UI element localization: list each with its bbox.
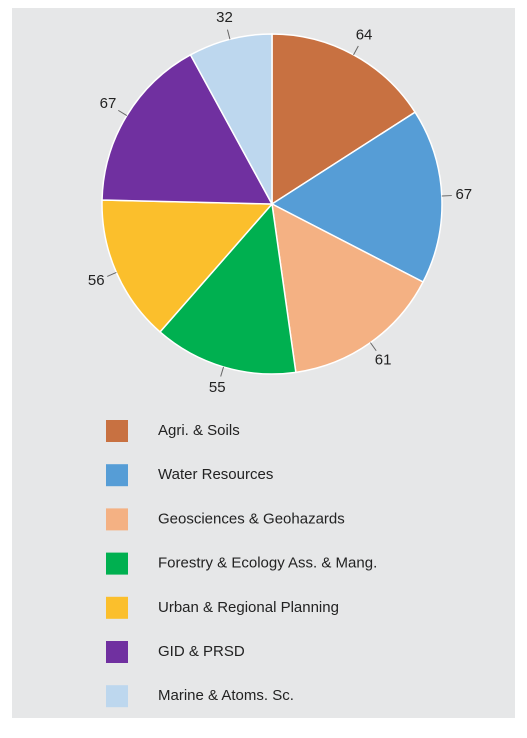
legend-label: GID & PRSD bbox=[158, 643, 245, 660]
data-label: 32 bbox=[216, 9, 233, 26]
legend-label: Agri. & Soils bbox=[158, 422, 240, 439]
legend-label: Water Resources bbox=[158, 466, 273, 483]
data-label: 55 bbox=[209, 379, 226, 396]
data-label: 67 bbox=[100, 95, 117, 112]
legend-swatch bbox=[106, 508, 128, 530]
legend-swatch bbox=[106, 420, 128, 442]
legend-label: Urban & Regional Planning bbox=[158, 599, 339, 616]
data-label: 67 bbox=[455, 186, 472, 203]
legend-label: Forestry & Ecology Ass. & Mang. bbox=[158, 555, 377, 572]
legend-swatch bbox=[106, 553, 128, 575]
legend-label: Geosciences & Geohazards bbox=[158, 510, 345, 527]
data-label: 64 bbox=[356, 26, 373, 43]
legend-swatch bbox=[106, 641, 128, 663]
legend-swatch bbox=[106, 464, 128, 486]
legend-swatch bbox=[106, 685, 128, 707]
data-label: 56 bbox=[88, 272, 105, 289]
legend-label: Marine & Atoms. Sc. bbox=[158, 687, 294, 704]
data-label: 61 bbox=[375, 352, 392, 369]
legend-swatch bbox=[106, 597, 128, 619]
